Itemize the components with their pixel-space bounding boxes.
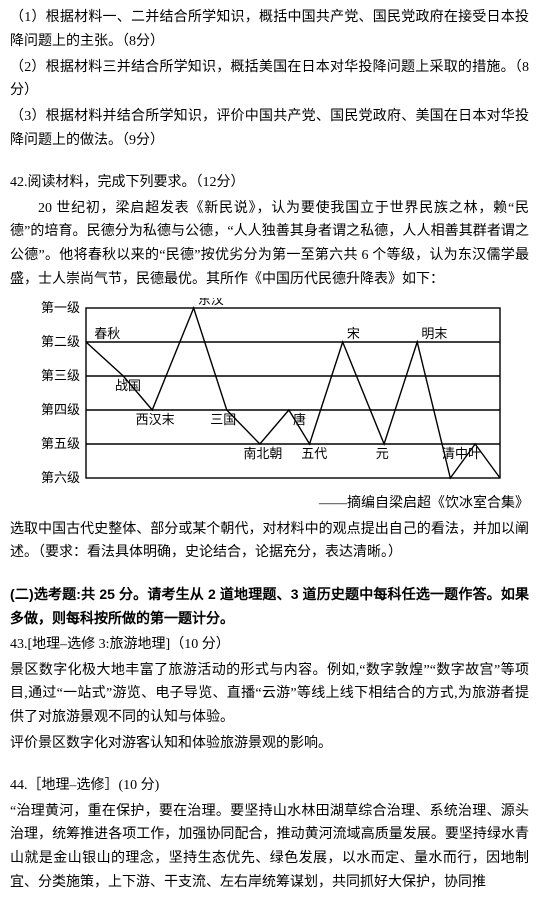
section2-head: (二)选考题:共 25 分。请考生从 2 道地理题、3 道历史题中每科任选一题作… <box>10 583 529 631</box>
svg-text:宋: 宋 <box>346 326 359 341</box>
q43-p2: 评价景区数字化对游客认知和体验旅游景观的影响。 <box>10 732 529 756</box>
chart-svg: 第一级第二级第三级第四级第五级第六级 春秋战国西汉末 东汉三国南北朝 唐五代 宋元 明末清… <box>30 298 510 488</box>
svg-text:东汉: 东汉 <box>197 298 223 307</box>
q-part-1: （1）根据材料一、二并结合所学知识，概括中国共产党、国民党政府在接受日本投降问题… <box>10 6 529 54</box>
q42-attribution: ——摘编自梁启超《饮冰室合集》 <box>10 492 529 516</box>
q42-head: 42.阅读材料，完成下列要求。（12分） <box>10 171 529 195</box>
svg-text:第一级: 第一级 <box>40 300 79 315</box>
svg-text:元: 元 <box>375 446 388 461</box>
q42-task: 选取中国古代史整体、部分或某个朝代，对材料中的观点提出自己的看法，并加以阐述。（… <box>10 518 529 566</box>
q42-para1: 20 世纪初，梁启超发表《新民说》，认为要使我国立于世界民族之林，赖“民德”的培… <box>10 197 529 292</box>
svg-text:三国: 三国 <box>210 412 236 427</box>
svg-text:明末: 明末 <box>421 326 447 341</box>
q-part-2: （2）根据材料三并结合所学知识，概括美国在日本对华投降问题上采取的措施。（8分） <box>10 56 529 104</box>
svg-text:唐: 唐 <box>293 412 306 427</box>
svg-text:南北朝: 南北朝 <box>243 446 282 461</box>
svg-text:第六级: 第六级 <box>40 470 79 485</box>
svg-text:第四级: 第四级 <box>40 402 79 417</box>
svg-text:西汉末: 西汉末 <box>135 412 174 427</box>
q43-head: 43.[地理–选修 3:旅游地理]（10 分） <box>10 633 529 657</box>
svg-text:春秋: 春秋 <box>94 326 120 341</box>
svg-text:第五级: 第五级 <box>40 436 79 451</box>
svg-text:第二级: 第二级 <box>40 334 79 349</box>
q43-p1: 景区数字化极大地丰富了旅游活动的形式与内容。例如,“数字敦煌”“数字故宫”等项目… <box>10 659 529 730</box>
q44-p1: “治理黄河，重在保护，要在治理。要坚持山水林田湖草综合治理、系统治理、源头治理，… <box>10 800 529 895</box>
svg-text:第三级: 第三级 <box>40 368 79 383</box>
q-part-3: （3）根据材料并结合所学知识，评价中国共产党、国民党政府、美国在日本对华投降问题… <box>10 105 529 153</box>
mindeng-chart: 第一级第二级第三级第四级第五级第六级 春秋战国西汉末 东汉三国南北朝 唐五代 宋元 明末清… <box>30 298 510 488</box>
q44-head: 44.［地理–选修］(10 分) <box>10 774 529 798</box>
svg-text:战国: 战国 <box>114 378 140 393</box>
svg-text:清中叶: 清中叶 <box>442 446 481 461</box>
svg-text:五代: 五代 <box>301 446 327 461</box>
